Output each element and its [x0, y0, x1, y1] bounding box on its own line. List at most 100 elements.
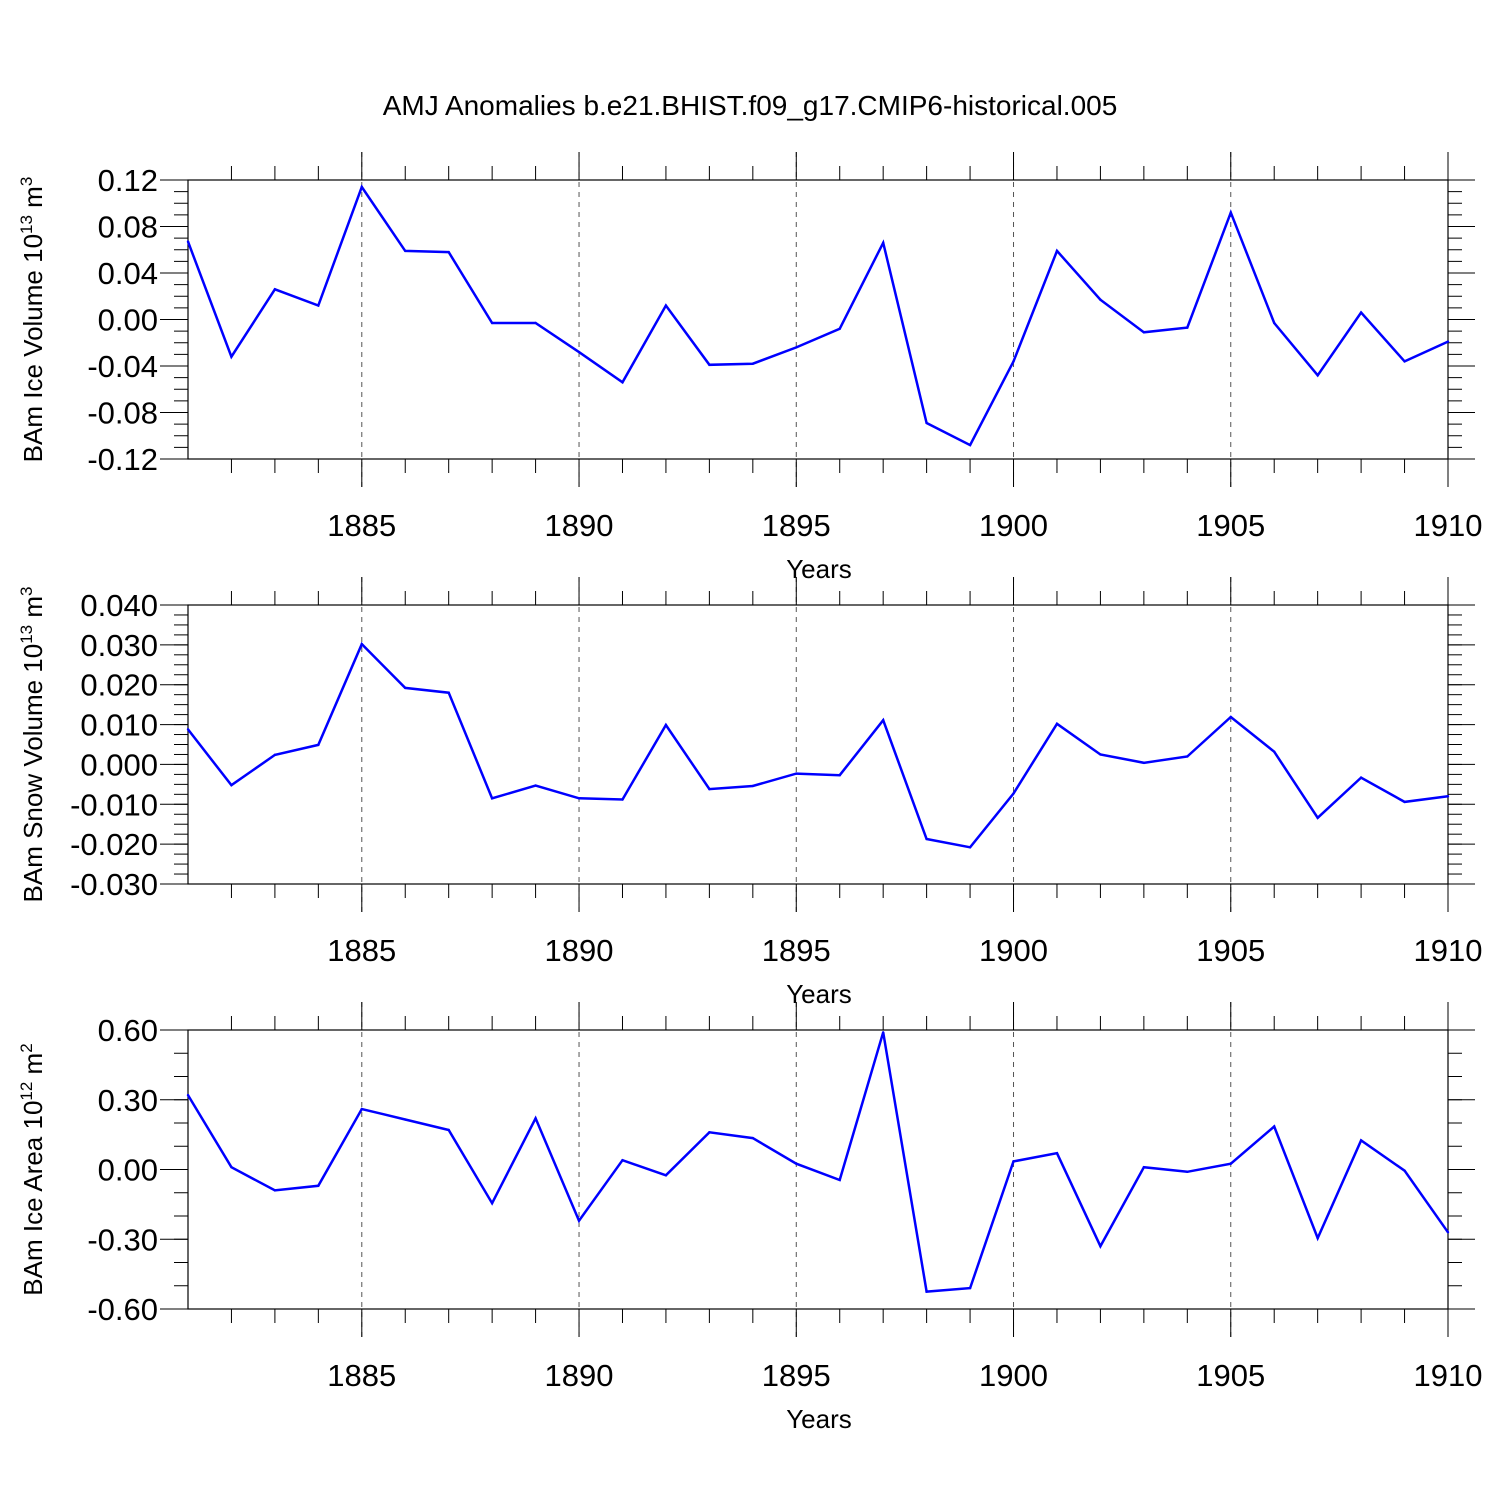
panel-1: -0.12 -0.08 -0.04 0.00 0.04 0.08 0.12 1885 1890 1… [17, 152, 1482, 584]
data-point [1403, 360, 1406, 363]
data-point [1359, 1139, 1363, 1142]
data-point [1055, 722, 1059, 725]
data-point [186, 728, 190, 731]
data-point [1229, 211, 1232, 214]
data-point [664, 1174, 668, 1177]
data-point [664, 304, 668, 307]
data-point [968, 846, 972, 849]
data-point [1316, 1236, 1319, 1240]
y-tick-label: -0.030 [70, 867, 158, 902]
y-tick-label: -0.010 [70, 787, 158, 822]
data-point [1186, 326, 1189, 329]
y-tick-label: 0.30 [98, 1083, 158, 1118]
series-line [186, 184, 1449, 447]
data-point [404, 1118, 407, 1121]
y-tick-label: 0.08 [98, 210, 158, 245]
data-point [273, 753, 277, 757]
data-point [186, 1093, 190, 1097]
data-point [490, 321, 494, 325]
figure-title: AMJ Anomalies b.e21.BHIST.f09_g17.CMIP6-… [383, 90, 1118, 121]
x-tick-label: 1885 [327, 508, 396, 543]
y-tick-label: 0.040 [80, 588, 158, 623]
x-axis-label: Years [786, 979, 852, 1009]
data-point [881, 1031, 885, 1034]
data-point [1099, 298, 1102, 301]
data-point [838, 1178, 841, 1182]
y-tick-label: -0.020 [70, 827, 158, 862]
y-tick-label: -0.08 [87, 396, 158, 431]
x-tick-label: 1895 [762, 933, 831, 968]
data-point [925, 1290, 928, 1293]
y-tick-label: 0.60 [98, 1013, 158, 1048]
data-point [1316, 816, 1319, 820]
x-tick-label: 1890 [545, 933, 614, 968]
data-point [230, 1165, 233, 1169]
x-tick-label: 1890 [545, 1358, 614, 1393]
plot-frame [187, 1029, 1449, 1310]
data-point [838, 327, 841, 330]
data-point [838, 773, 841, 777]
x-tick-label: 1895 [762, 1358, 831, 1393]
data-point [708, 363, 711, 367]
y-tick-label: 0.12 [98, 163, 158, 198]
x-tick-label: 1885 [327, 933, 396, 968]
y-tick-label: -0.04 [87, 349, 158, 384]
x-tick-label: 1905 [1196, 933, 1265, 968]
data-point [1446, 340, 1450, 343]
data-point [1273, 1125, 1276, 1128]
x-axis-label: Years [786, 1404, 852, 1434]
data-point [1099, 753, 1102, 756]
data-point [404, 686, 407, 690]
data-point [1186, 755, 1189, 758]
data-point [1186, 1170, 1189, 1174]
data-point [1273, 750, 1276, 753]
data-point [1099, 1245, 1102, 1248]
data-point [360, 185, 363, 189]
x-tick-label: 1900 [979, 1358, 1048, 1393]
y-tick-label: 0.020 [80, 668, 158, 703]
plot-frame [187, 179, 1449, 460]
data-point [664, 723, 668, 727]
y-tick-label: 0.00 [98, 1153, 158, 1188]
series-line [187, 641, 1449, 849]
data-point [317, 1184, 320, 1187]
data-point [795, 1162, 798, 1165]
data-point [1012, 792, 1015, 795]
series-line [186, 1031, 1450, 1293]
y-axis-label: BAm Ice Area 1012 m2 [17, 1043, 48, 1295]
data-point [925, 421, 928, 425]
data-point [447, 691, 450, 694]
y-tick-label: 0.00 [98, 303, 158, 338]
x-tick-label: 1910 [1414, 933, 1483, 968]
x-tick-label: 1900 [979, 933, 1048, 968]
data-point [968, 1286, 972, 1290]
data-point [360, 1107, 363, 1111]
data-point [881, 241, 885, 244]
data-point [577, 797, 581, 800]
data-point [186, 240, 190, 243]
data-point [1055, 249, 1059, 253]
data-point [708, 787, 711, 791]
y-tick-label: 0.04 [98, 256, 158, 291]
data-point [1359, 776, 1363, 779]
y-tick-label: -0.60 [87, 1292, 158, 1327]
data-point [1273, 321, 1276, 325]
data-point [404, 249, 407, 253]
plot-frame [187, 604, 1449, 885]
data-point [708, 1131, 711, 1134]
data-point [230, 783, 233, 787]
panel-2: -0.030 -0.020 -0.010 0.000 0.010 0.020 0.030 0.… [17, 577, 1482, 1009]
data-point [1316, 374, 1319, 377]
data-point [621, 798, 624, 801]
x-tick-label: 1895 [762, 508, 831, 543]
data-point [968, 443, 972, 447]
data-point [751, 1136, 755, 1140]
data-point [1055, 1152, 1059, 1155]
panel-3: -0.60 -0.30 0.00 0.30 0.60 1885 1890 1895 1900 19… [17, 1002, 1482, 1434]
data-point [751, 362, 755, 365]
data-point [1142, 1165, 1146, 1169]
data-point [447, 1128, 450, 1132]
data-point [1403, 800, 1406, 804]
x-tick-label: 1910 [1414, 508, 1483, 543]
